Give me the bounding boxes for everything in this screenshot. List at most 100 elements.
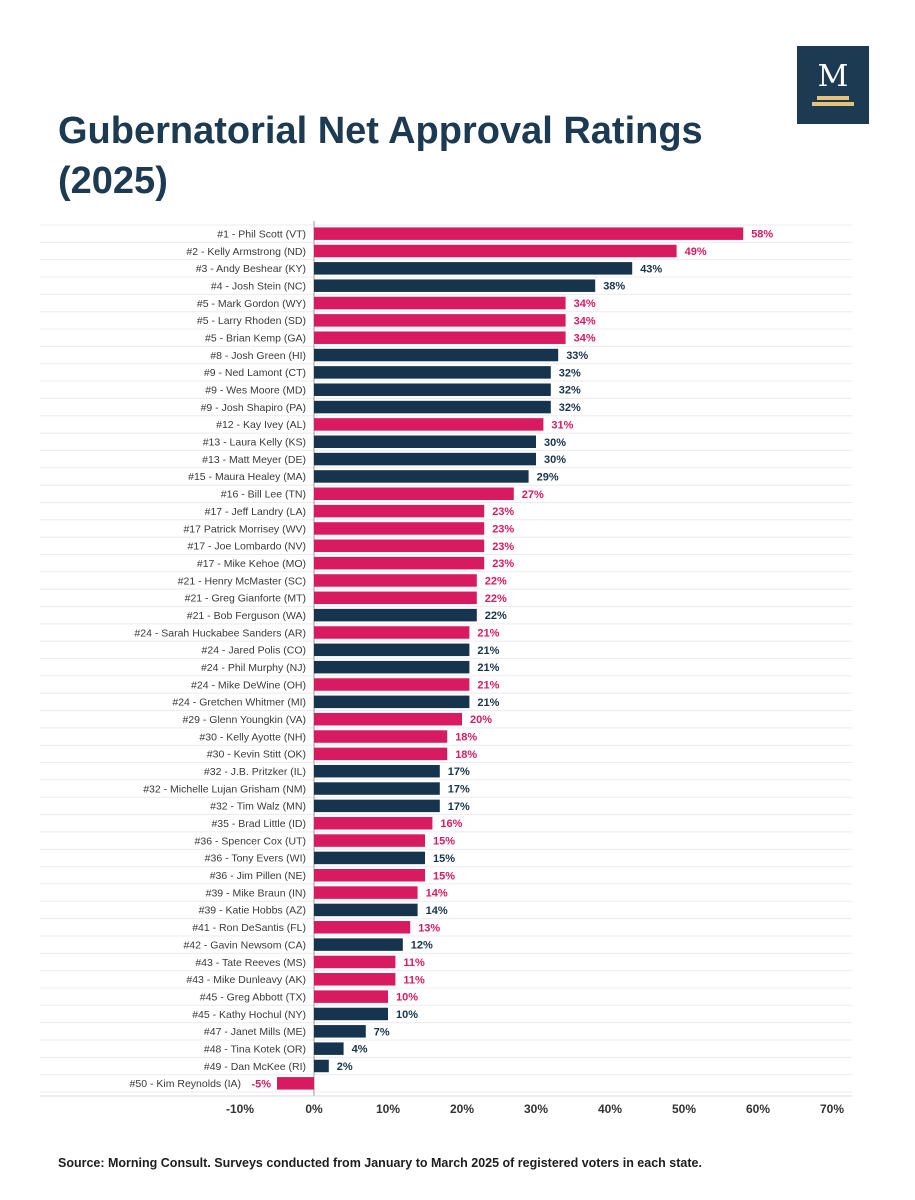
value-label: 11% (403, 957, 425, 969)
bar (314, 643, 470, 657)
bar (314, 955, 396, 969)
category-label: #17 Patrick Morrisey (WV) (183, 523, 306, 535)
value-label: 32% (559, 402, 581, 414)
value-label: 34% (574, 298, 596, 310)
category-label: #5 - Larry Rhoden (SD) (197, 315, 306, 327)
x-tick-label: 30% (524, 1102, 548, 1116)
value-label: 4% (352, 1044, 368, 1056)
bar (314, 331, 566, 344)
bar (314, 782, 440, 795)
bar (314, 591, 477, 605)
value-label: 21% (477, 627, 499, 639)
category-label: #45 - Kathy Hochul (NY) (192, 1009, 306, 1021)
category-label: #8 - Josh Green (HI) (210, 350, 306, 362)
value-label: 32% (559, 367, 581, 379)
value-label: 27% (522, 489, 544, 501)
value-label: 43% (640, 263, 662, 275)
bar (314, 834, 425, 847)
x-tick-label: 60% (746, 1102, 770, 1116)
category-label: #1 - Phil Scott (VT) (217, 228, 306, 240)
value-label: 17% (448, 784, 470, 796)
bar (314, 764, 440, 778)
category-label: #32 - J.B. Pritzker (IL) (204, 766, 306, 778)
value-label: 23% (492, 558, 514, 570)
category-label: #24 - Gretchen Whitmer (MI) (172, 697, 306, 709)
value-label: 15% (433, 870, 455, 882)
category-label: #21 - Greg Gianforte (MT) (185, 593, 306, 605)
bar (314, 418, 544, 431)
category-label: #48 - Tina Kotek (OR) (204, 1043, 306, 1055)
value-label: 29% (537, 471, 559, 483)
bar (314, 678, 470, 691)
bar (314, 244, 677, 258)
x-tick-label: 40% (598, 1102, 622, 1116)
logo-pillar-base (812, 102, 854, 106)
category-label: #16 - Bill Lee (TN) (221, 489, 306, 501)
bar (314, 487, 514, 501)
bar (314, 695, 470, 709)
value-label: 30% (544, 454, 566, 466)
value-label: 21% (477, 697, 499, 709)
x-tick-label: 10% (376, 1102, 400, 1116)
bar (314, 626, 470, 639)
x-tick-label: -10% (226, 1102, 254, 1116)
value-label: 2% (337, 1061, 353, 1073)
category-label: #15 - Maura Healey (MA) (188, 471, 306, 483)
bar (314, 903, 418, 917)
bar (314, 851, 425, 865)
category-label: #9 - Ned Lamont (CT) (204, 367, 306, 379)
category-label: #30 - Kelly Ayotte (NH) (199, 731, 306, 743)
category-label: #3 - Andy Beshear (KY) (196, 263, 306, 275)
category-label: #35 - Brad Little (ID) (211, 818, 306, 830)
bar (314, 227, 744, 240)
category-label: #24 - Sarah Huckabee Sanders (AR) (134, 627, 306, 639)
category-label: #39 - Mike Braun (IN) (206, 887, 306, 899)
bar (314, 730, 448, 743)
value-label: 13% (418, 922, 440, 934)
x-tick-label: 70% (820, 1102, 844, 1116)
bar (314, 869, 425, 882)
value-label: 23% (492, 541, 514, 553)
bar (314, 452, 536, 466)
category-label: #29 - Glenn Youngkin (VA) (182, 714, 306, 726)
category-label: #43 - Mike Dunleavy (AK) (186, 974, 306, 986)
category-label: #49 - Dan McKee (RI) (204, 1061, 306, 1073)
bar (314, 348, 559, 362)
value-label: 22% (485, 575, 507, 587)
category-label: #21 - Bob Ferguson (WA) (187, 610, 306, 622)
category-label: #36 - Spencer Cox (UT) (195, 835, 306, 847)
bar (314, 539, 485, 553)
value-label: 18% (455, 749, 477, 761)
value-label: 15% (433, 836, 455, 848)
category-label: #45 - Greg Abbott (TX) (200, 991, 306, 1003)
category-label: #12 - Kay Ivey (AL) (216, 419, 306, 431)
category-label: #24 - Jared Polis (CO) (202, 645, 306, 657)
value-label: 23% (492, 523, 514, 535)
value-label: 15% (433, 853, 455, 865)
value-label: 17% (448, 766, 470, 778)
category-label: #4 - Josh Stein (NC) (211, 280, 306, 292)
value-label: 21% (477, 662, 499, 674)
bar (314, 799, 440, 813)
category-label: #5 - Brian Kemp (GA) (205, 333, 306, 345)
value-label: 38% (603, 281, 625, 293)
category-label: #43 - Tate Reeves (MS) (195, 957, 306, 969)
category-label: #24 - Phil Murphy (NJ) (201, 662, 306, 674)
bar (314, 938, 403, 951)
bar (314, 886, 418, 899)
x-tick-label: 50% (672, 1102, 696, 1116)
value-label: 21% (477, 680, 499, 692)
bar (314, 296, 566, 310)
category-label: #17 - Jeff Landry (LA) (205, 506, 306, 518)
bar (314, 973, 396, 986)
category-label: #17 - Mike Kehoe (MO) (197, 558, 306, 570)
value-label: 22% (485, 593, 507, 605)
bar (314, 435, 536, 448)
bar (314, 712, 462, 726)
category-label: #9 - Josh Shapiro (PA) (201, 402, 306, 414)
value-label: 10% (396, 992, 418, 1004)
value-label: 34% (574, 333, 596, 345)
bar (277, 1077, 314, 1090)
value-label: 31% (551, 419, 573, 431)
